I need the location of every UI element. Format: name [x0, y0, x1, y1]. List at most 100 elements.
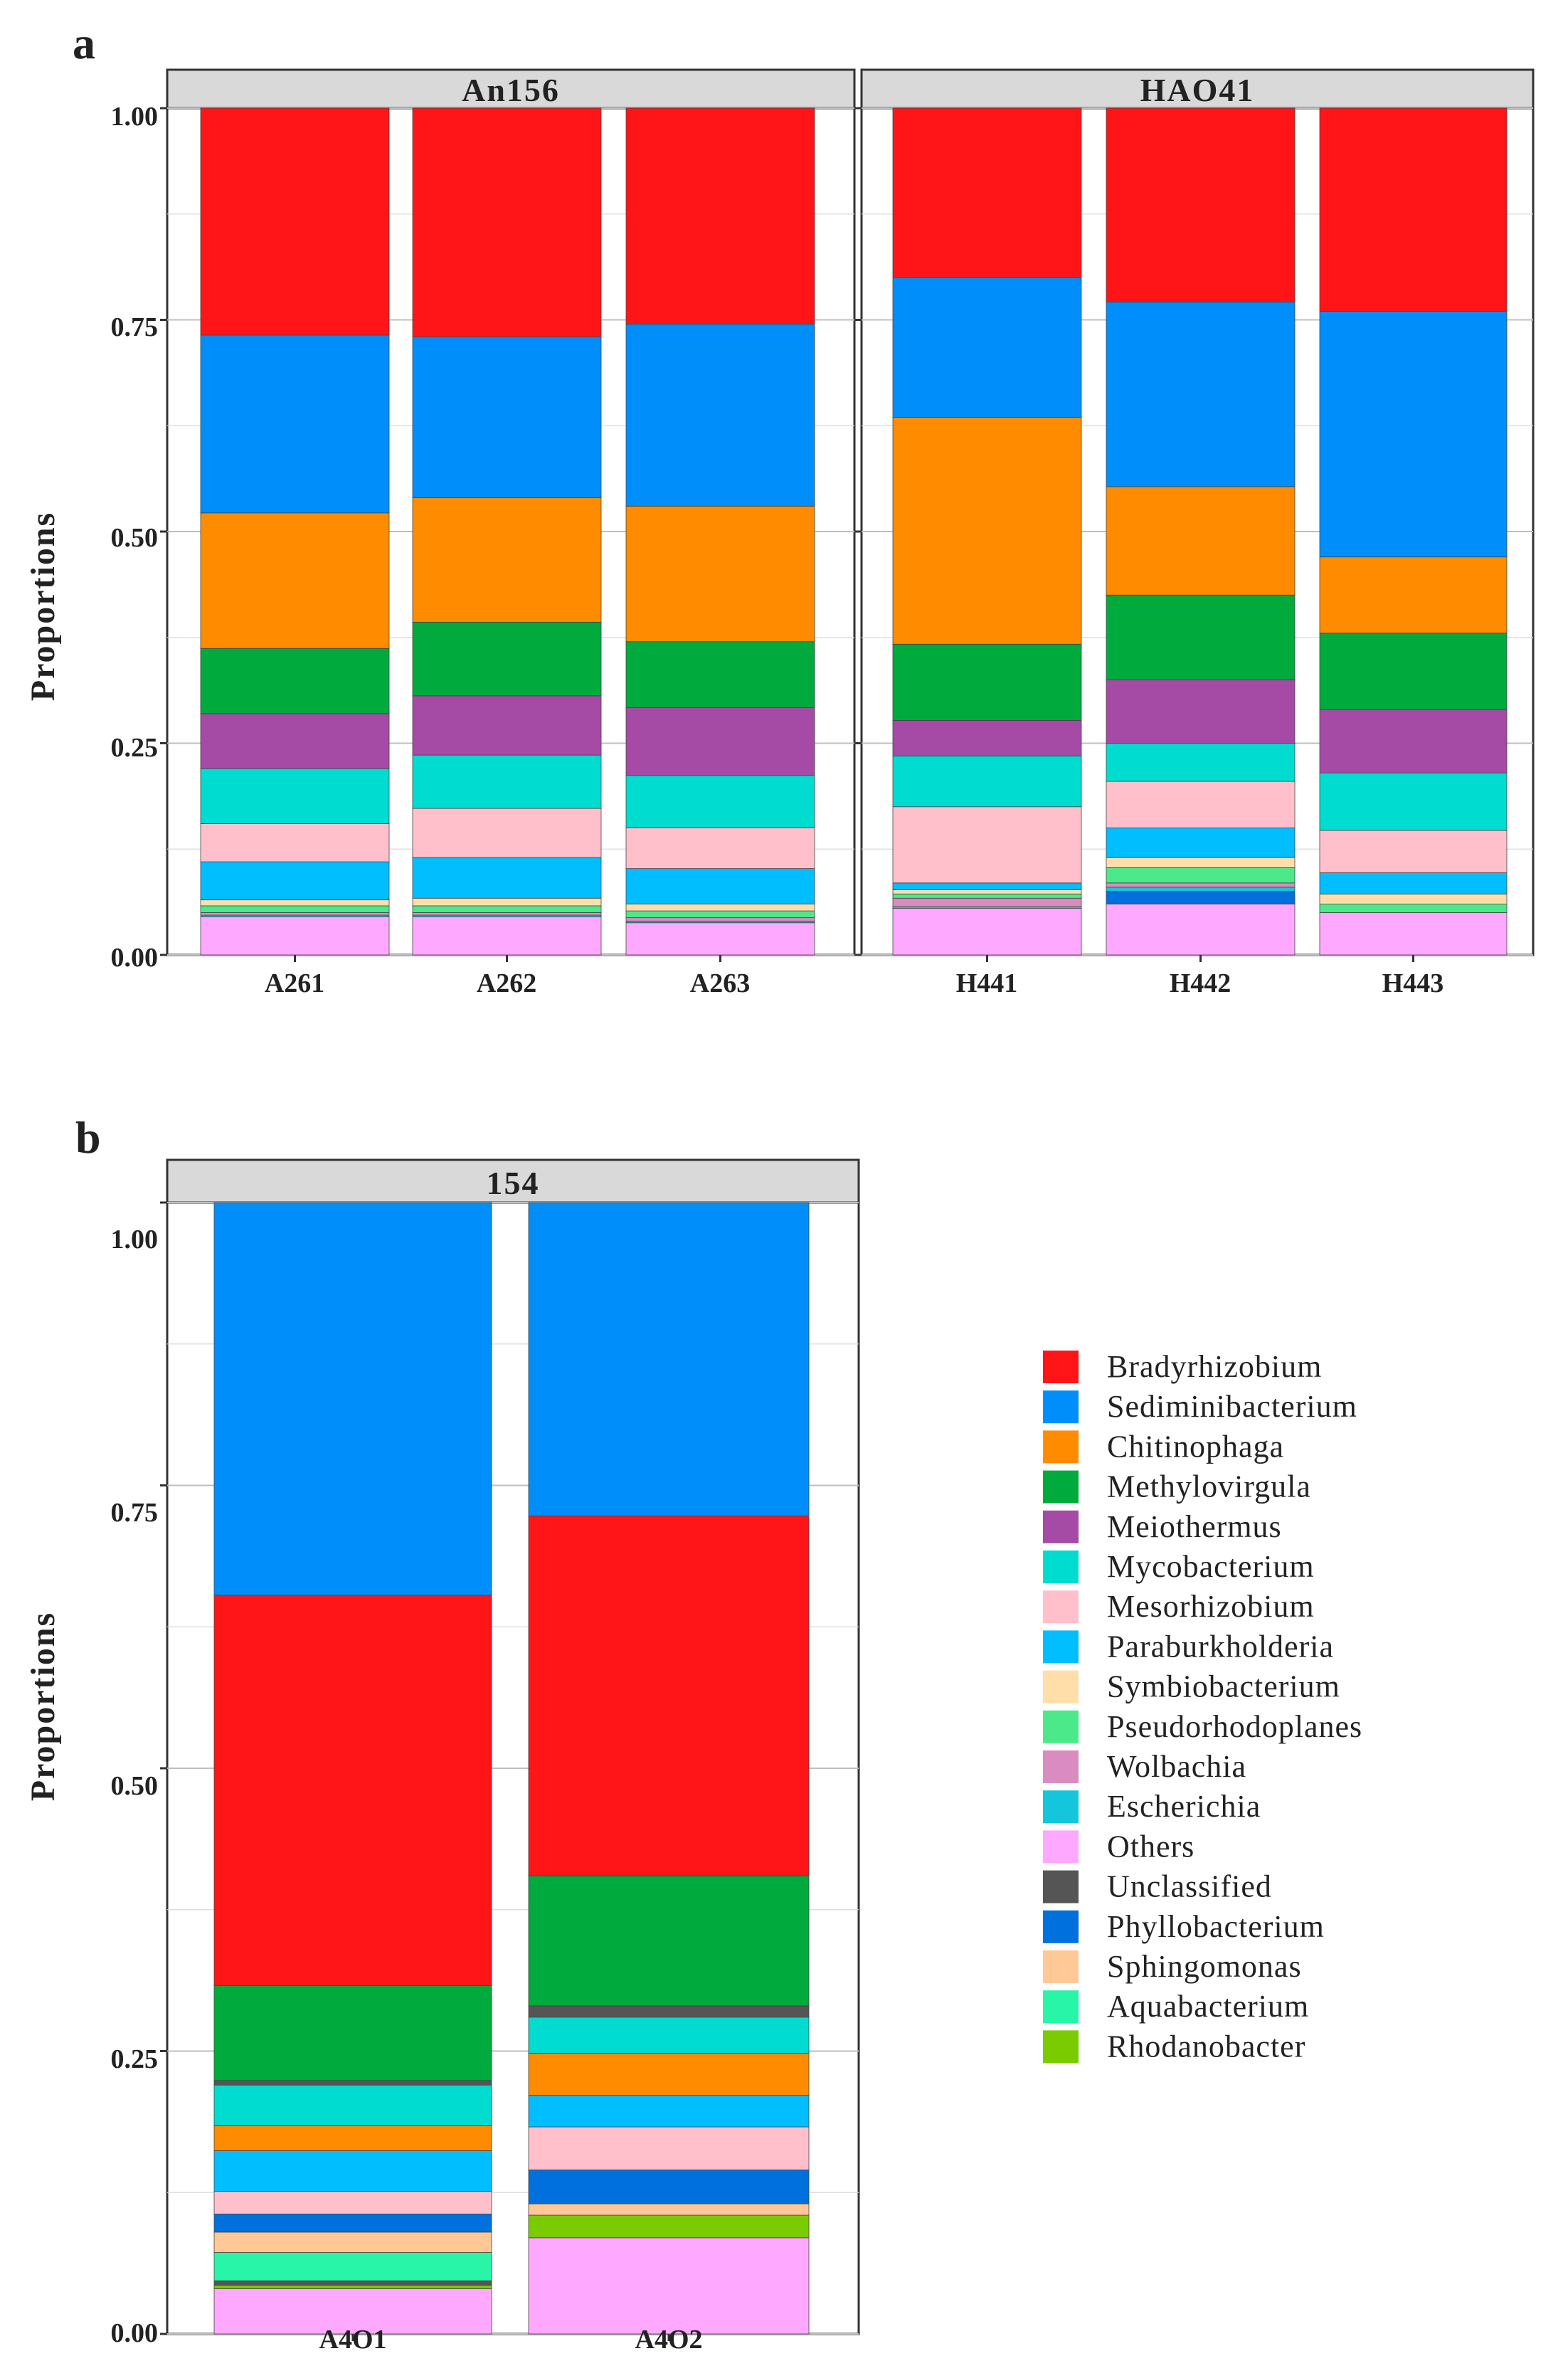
- segment-a4o1-others-0: [213, 2288, 492, 2335]
- segment-h442-chitinophaga-11: [1106, 486, 1296, 596]
- legend-label-mesorhizobium: Mesorhizobium: [1107, 1589, 1315, 1624]
- segment-a263-paraburkholderia-5: [625, 868, 815, 904]
- segment-a261-mycobacterium-7: [200, 768, 390, 824]
- legend-item-rhodanobacter: Rhodanobacter: [1043, 2029, 1305, 2064]
- legend-swatch-rhodanobacter: [1043, 2030, 1079, 2064]
- legend-swatch-mycobacterium: [1043, 1551, 1079, 1583]
- facet-154-title: 154: [487, 1165, 540, 1201]
- legend-label-phyllobacterium: Phyllobacterium: [1107, 1909, 1325, 1944]
- panel-b-ytick-0: 0.00: [111, 2318, 159, 2348]
- legend-label-bradyrhizobium: Bradyrhizobium: [1107, 1349, 1322, 1384]
- segment-h441-mycobacterium-7: [892, 755, 1082, 808]
- panel-a-ytick-4: 1.00: [111, 102, 159, 132]
- xtick-a4o2: A4O2: [635, 2325, 703, 2355]
- legend-label-paraburkholderia: Paraburkholderia: [1107, 1629, 1334, 1664]
- segment-a4o1-sphingomonas-4: [213, 2231, 492, 2253]
- legend-label-meiothermus: Meiothermus: [1107, 1509, 1282, 1544]
- segment-a4o2-sphingomonas-2: [528, 2203, 810, 2216]
- legend-label-escherichia: Escherichia: [1107, 1789, 1261, 1824]
- legend-label-chitinophaga: Chitinophaga: [1107, 1429, 1284, 1464]
- segment-a4o1-methylovirgula-11: [213, 1985, 492, 2081]
- segment-h442-sediminibacterium-12: [1106, 302, 1296, 487]
- panel-a-ylabel: Proportions: [24, 512, 62, 701]
- legend-item-mycobacterium: Mycobacterium: [1043, 1549, 1314, 1584]
- segment-a262-others-0: [412, 916, 602, 956]
- segment-a263-meiothermus-8: [625, 707, 815, 776]
- segment-a262-meiothermus-8: [412, 695, 602, 756]
- segment-a4o1-phyllobacterium-5: [213, 2214, 492, 2233]
- legend-item-chitinophaga: Chitinophaga: [1043, 1429, 1284, 1464]
- segment-h441-bradyrhizobium-12: [892, 107, 1082, 278]
- legend-label-symbiobacterium: Symbiobacterium: [1107, 1669, 1340, 1704]
- segment-a262-pseudorhodoplanes-3: [412, 905, 602, 913]
- segment-a263-sediminibacterium-11: [625, 324, 815, 507]
- legend-swatch-unclassified: [1043, 1870, 1079, 1903]
- facet-an156: An156 A261 A262 A263: [160, 68, 856, 998]
- legend-item-paraburkholderia: Paraburkholderia: [1043, 1629, 1334, 1664]
- panel-a-ytick-2: 0.50: [111, 523, 159, 553]
- segment-h441-mesorhizobium-6: [892, 806, 1082, 884]
- segment-a262-bradyrhizobium-12: [412, 107, 602, 337]
- facet-154-strip: [166, 1158, 860, 1204]
- panel-b-ytick-2: 0.50: [111, 1771, 159, 1801]
- segment-h441-pseudorhodoplanes-3: [892, 893, 1082, 899]
- segment-h442-mesorhizobium-7: [1106, 781, 1296, 828]
- segment-h442-others-0: [1106, 904, 1296, 956]
- xtick-a4o1: A4O1: [319, 2325, 387, 2355]
- legend-swatch-meiothermus: [1043, 1510, 1079, 1543]
- panel-b: b Proportions 0.00 0.25 0.50 0.75 1.00 1…: [24, 1112, 860, 2355]
- segment-a261-chitinophaga-10: [200, 512, 390, 649]
- legend-swatch-escherichia: [1043, 1790, 1079, 1824]
- bar-a4o2: [528, 1202, 810, 2335]
- facet-154: 154 A4O1 A4O2: [160, 1158, 860, 2355]
- segment-a4o1-mycobacterium-9: [213, 2084, 492, 2126]
- legend-item-pseudorhodoplanes: Pseudorhodoplanes: [1043, 1709, 1362, 1744]
- segment-a263-chitinophaga-10: [625, 505, 815, 643]
- segment-h443-mesorhizobium-4: [1319, 830, 1508, 873]
- xtick-a261: A261: [265, 968, 324, 998]
- legend-item-bradyrhizobium: Bradyrhizobium: [1043, 1349, 1322, 1384]
- segment-h441-meiothermus-8: [892, 719, 1082, 756]
- segment-a261-sediminibacterium-11: [200, 334, 390, 514]
- segment-a262-chitinophaga-10: [412, 497, 602, 623]
- segment-h442-escherichia-2: [1106, 887, 1296, 892]
- legend-label-aquabacterium: Aquabacterium: [1107, 1989, 1309, 2024]
- segment-a4o2-sediminibacterium-11: [528, 1202, 810, 1516]
- legend-item-sphingomonas: Sphingomonas: [1043, 1949, 1302, 1984]
- segment-h442-symbiobacterium-5: [1106, 857, 1296, 868]
- segment-a4o1-paraburkholderia-7: [213, 2150, 492, 2192]
- segment-h441-methylovirgula-9: [892, 643, 1082, 721]
- legend-swatch-wolbachia: [1043, 1750, 1079, 1783]
- segment-h443-chitinophaga-8: [1319, 556, 1508, 634]
- bar-a261: [200, 107, 390, 956]
- legend-swatch-paraburkholderia: [1043, 1630, 1079, 1664]
- segment-a261-bradyrhizobium-12: [200, 107, 390, 336]
- legend-label-methylovirgula: Methylovirgula: [1107, 1469, 1311, 1504]
- segment-a263-methylovirgula-9: [625, 641, 815, 708]
- legend: Bradyrhizobium Sediminibacterium Chitinoph…: [1043, 1349, 1362, 2064]
- xtick-h443: H443: [1382, 968, 1444, 998]
- bar-h443: [1319, 107, 1508, 956]
- legend-label-unclassified: Unclassified: [1107, 1869, 1272, 1904]
- segment-a263-pseudorhodoplanes-3: [625, 910, 815, 919]
- segment-h442-bradyrhizobium-13: [1106, 107, 1296, 302]
- legend-item-symbiobacterium: Symbiobacterium: [1043, 1669, 1340, 1704]
- xtick-h442: H442: [1170, 968, 1231, 998]
- facet-an156-bars: [200, 107, 815, 962]
- segment-a4o2-paraburkholderia-5: [528, 2095, 810, 2128]
- xtick-a262: A262: [477, 968, 536, 998]
- bar-h442: [1106, 107, 1296, 956]
- legend-item-aquabacterium: Aquabacterium: [1043, 1989, 1309, 2024]
- segment-h442-methylovirgula-10: [1106, 594, 1296, 680]
- segment-a4o2-rhodanobacter-1: [528, 2214, 810, 2239]
- legend-swatch-chitinophaga: [1043, 1430, 1079, 1464]
- legend-item-unclassified: Unclassified: [1043, 1869, 1272, 1904]
- bar-a4o1: [213, 1202, 492, 2335]
- legend-item-phyllobacterium: Phyllobacterium: [1043, 1909, 1325, 1944]
- legend-label-sphingomonas: Sphingomonas: [1107, 1949, 1302, 1984]
- facet-hao41: HAO41 H441 H442 H443: [854, 68, 1535, 998]
- segment-a4o1-rhodanobacter-1: [213, 2285, 492, 2289]
- facet-hao41-title: HAO41: [1140, 72, 1255, 108]
- segment-a261-paraburkholderia-5: [200, 861, 390, 901]
- segment-h443-methylovirgula-7: [1319, 633, 1508, 710]
